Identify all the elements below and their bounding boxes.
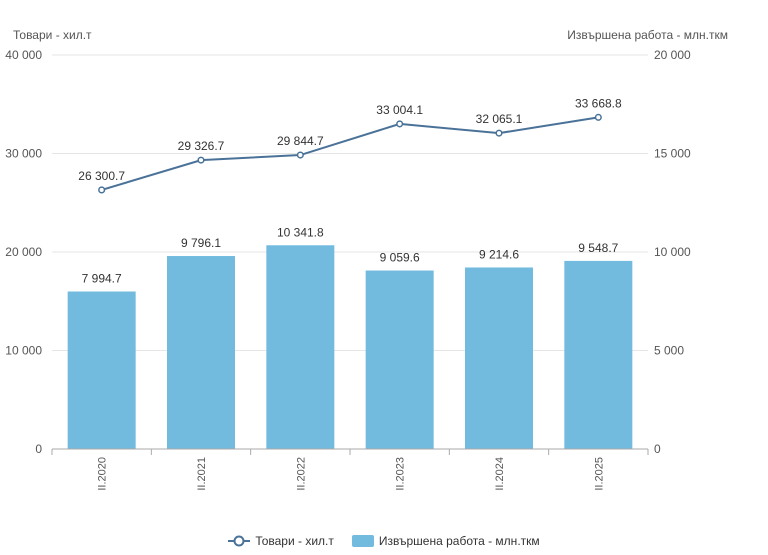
legend: Товари - хил.т Извършена работа - млн.тк… — [0, 534, 768, 548]
line-data-label: 29 844.7 — [277, 134, 324, 148]
legend-item-line[interactable]: Товари - хил.т — [228, 534, 334, 548]
bar-data-label: 9 796.1 — [181, 236, 221, 250]
x-tick-label: II.2025 — [593, 457, 605, 491]
line-data-label: 29 326.7 — [178, 139, 225, 153]
line-point — [495, 129, 503, 137]
bar-series — [67, 245, 633, 449]
right-tick-label: 5 000 — [654, 344, 684, 358]
right-axis: 0 5 000 10 000 15 000 20 000 — [654, 48, 691, 456]
line-point — [98, 186, 106, 194]
x-tick-label: II.2022 — [295, 457, 307, 491]
line-point — [594, 113, 602, 121]
left-tick-label: 0 — [35, 442, 42, 456]
bar — [67, 291, 136, 449]
line-marker-icon — [228, 535, 251, 547]
line-point — [197, 156, 205, 164]
right-tick-label: 0 — [654, 442, 661, 456]
left-axis: 0 10 000 20 000 30 000 40 000 — [5, 48, 42, 456]
right-tick-label: 15 000 — [654, 147, 691, 161]
legend-bar-label: Извършена работа - млн.ткм — [378, 534, 540, 548]
left-tick-label: 30 000 — [5, 147, 42, 161]
right-tick-label: 20 000 — [654, 48, 691, 62]
x-tick-label: II.2024 — [494, 457, 506, 491]
left-tick-label: 20 000 — [5, 245, 42, 259]
bar — [167, 256, 235, 449]
line-point — [296, 151, 304, 159]
left-tick-label: 10 000 — [5, 344, 42, 358]
line-data-label: 33 004.1 — [376, 103, 423, 117]
legend-line-label: Товари - хил.т — [255, 534, 334, 548]
bar-data-label: 9 059.6 — [380, 251, 420, 265]
bar — [465, 267, 533, 449]
legend-item-bar[interactable]: Извършена работа - млн.ткм — [351, 534, 540, 548]
grid — [52, 54, 648, 351]
bar — [365, 270, 434, 449]
line-point — [396, 120, 404, 128]
bar — [266, 245, 335, 449]
line-data-label: 32 065.1 — [476, 112, 523, 126]
bar-data-label: 9 548.7 — [578, 241, 618, 255]
bar-swatch-icon — [351, 535, 374, 547]
bar-data-labels: 7 994.7 9 796.1 10 341.8 9 059.6 9 214.6 9 54… — [82, 225, 619, 285]
bar-data-label: 9 214.6 — [479, 247, 519, 261]
series-line — [101, 116, 599, 191]
x-tick-label: II.2023 — [395, 457, 407, 491]
left-tick-label: 40 000 — [5, 48, 42, 62]
bar-data-label: 7 994.7 — [82, 272, 122, 286]
line-data-label: 26 300.7 — [78, 169, 125, 183]
x-tick-label: II.2021 — [196, 457, 208, 491]
right-axis-title: Извършена работа - млн.ткм — [567, 28, 728, 42]
left-axis-title: Товари - хил.т — [13, 28, 92, 42]
x-axis: II.2020 II.2021 II.2022 II.2023 II.2024 II.20… — [51, 448, 649, 491]
bar — [564, 260, 633, 449]
line-data-label: 33 668.8 — [575, 96, 622, 110]
right-tick-label: 10 000 — [654, 245, 691, 259]
bar-data-label: 10 341.8 — [277, 225, 324, 239]
line-data-labels: 26 300.7 29 326.7 29 844.7 33 004.1 32 065.1… — [78, 96, 622, 183]
line-series — [98, 113, 602, 194]
x-tick-label: II.2020 — [97, 457, 109, 491]
